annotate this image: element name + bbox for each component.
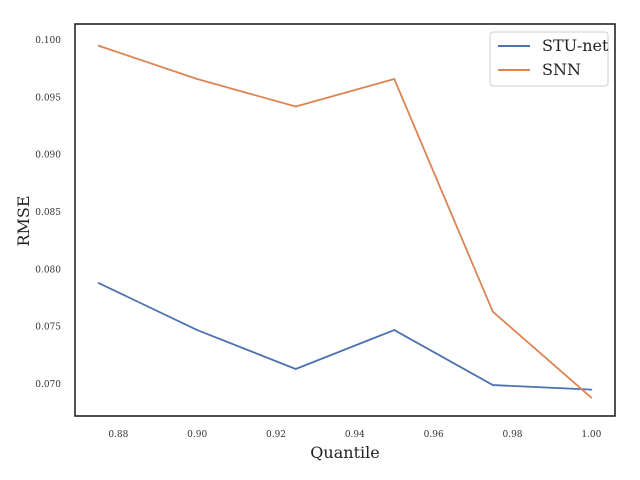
x-tick-label: 0.94 bbox=[345, 430, 365, 440]
data-point-snn bbox=[491, 310, 494, 313]
data-point-stu-net bbox=[97, 282, 100, 284]
x-axis-ticks: 0.88 0.90 0.92 0.94 0.96 0.98 1.00 bbox=[108, 430, 601, 440]
series-lines bbox=[97, 44, 593, 399]
y-tick-label: 0.080 bbox=[35, 265, 61, 275]
data-point-snn bbox=[97, 44, 100, 47]
x-tick-label: 0.96 bbox=[424, 430, 444, 440]
series-line-snn bbox=[98, 44, 592, 399]
y-tick-label: 0.075 bbox=[35, 323, 61, 333]
data-point-stu-net bbox=[294, 368, 297, 370]
y-axis-label: RMSE bbox=[14, 195, 33, 246]
y-tick-label: 0.090 bbox=[35, 151, 61, 161]
plot-frame bbox=[74, 23, 616, 417]
data-point-snn bbox=[590, 396, 593, 399]
y-tick-label: 0.085 bbox=[35, 208, 61, 218]
x-tick-label: 0.90 bbox=[187, 430, 207, 440]
x-tick-label: 1.00 bbox=[581, 430, 601, 440]
x-axis-label: Quantile bbox=[310, 443, 379, 462]
series-line-stu-net bbox=[98, 282, 592, 391]
x-tick-label: 0.88 bbox=[108, 430, 128, 440]
data-point-snn bbox=[294, 105, 297, 108]
data-point-stu-net bbox=[590, 388, 593, 391]
legend-label-snn: SNN bbox=[542, 60, 581, 79]
x-tick-label: 0.98 bbox=[502, 430, 522, 440]
y-tick-label: 0.100 bbox=[35, 36, 61, 46]
legend: STU-net SNN bbox=[489, 31, 609, 87]
data-point-snn bbox=[393, 78, 396, 80]
legend-label-stu-net: STU-net bbox=[542, 36, 609, 55]
data-point-stu-net bbox=[393, 329, 396, 331]
y-tick-label: 0.095 bbox=[35, 93, 61, 103]
y-tick-label: 0.070 bbox=[35, 380, 61, 390]
data-point-stu-net bbox=[196, 329, 199, 331]
x-tick-label: 0.92 bbox=[266, 430, 286, 440]
data-point-snn bbox=[196, 78, 199, 80]
y-axis-ticks: 0.070 0.075 0.080 0.085 0.090 0.095 0.100 bbox=[35, 36, 61, 390]
data-point-stu-net bbox=[491, 384, 494, 386]
